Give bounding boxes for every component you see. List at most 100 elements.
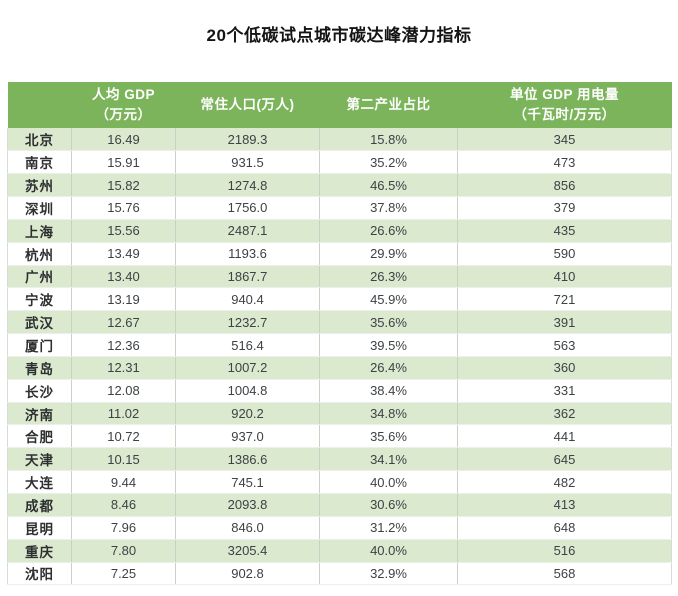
value-cell: 37.8% — [319, 196, 458, 220]
value-cell: 13.40 — [71, 265, 176, 289]
city-cell: 成都 — [7, 493, 72, 517]
value-cell: 2093.8 — [175, 493, 320, 517]
value-cell: 516.4 — [175, 333, 320, 357]
table-row: 上海 15.56 2487.1 26.6% 435 — [7, 219, 672, 243]
city-cell: 杭州 — [7, 242, 72, 266]
value-cell: 12.36 — [71, 333, 176, 357]
column-header-line2: （千瓦时/万元） — [513, 107, 616, 122]
carbon-peak-indicators-table: 人均 GDP （万元） 常住人口(万人) 第二产业占比 单位 GDP 用电量 （千瓦时/万… — [7, 82, 672, 586]
value-cell: 345 — [457, 128, 672, 152]
city-cell: 南京 — [7, 150, 72, 175]
city-cell: 青岛 — [7, 356, 72, 380]
value-cell: 15.76 — [71, 196, 176, 220]
value-cell: 721 — [457, 287, 672, 312]
value-cell: 32.9% — [319, 562, 458, 586]
value-cell: 902.8 — [175, 562, 320, 586]
value-cell: 7.80 — [71, 539, 176, 563]
value-cell: 563 — [457, 333, 672, 357]
value-cell: 26.4% — [319, 356, 458, 380]
value-cell: 39.5% — [319, 333, 458, 357]
city-cell: 昆明 — [7, 516, 72, 540]
value-cell: 331 — [457, 379, 672, 403]
value-cell: 856 — [457, 173, 672, 198]
value-cell: 3205.4 — [175, 539, 320, 563]
city-cell: 苏州 — [7, 173, 72, 198]
value-cell: 745.1 — [175, 470, 320, 494]
value-cell: 9.44 — [71, 470, 176, 494]
value-cell: 2487.1 — [175, 219, 320, 243]
value-cell: 26.3% — [319, 265, 458, 289]
city-cell: 大连 — [7, 470, 72, 494]
city-cell: 厦门 — [7, 333, 72, 357]
value-cell: 590 — [457, 242, 672, 266]
column-header-electricity-per-gdp: 单位 GDP 用电量 （千瓦时/万元） — [457, 82, 672, 128]
value-cell: 12.31 — [71, 356, 176, 380]
value-cell: 34.8% — [319, 402, 458, 426]
value-cell: 29.9% — [319, 242, 458, 266]
table-row: 南京 15.91 931.5 35.2% 473 — [7, 150, 672, 175]
value-cell: 35.2% — [319, 150, 458, 175]
city-cell: 长沙 — [7, 379, 72, 403]
value-cell: 645 — [457, 447, 672, 472]
value-cell: 1004.8 — [175, 379, 320, 403]
table-row: 大连 9.44 745.1 40.0% 482 — [7, 470, 672, 494]
value-cell: 2189.3 — [175, 128, 320, 152]
value-cell: 1193.6 — [175, 242, 320, 266]
table-row: 厦门 12.36 516.4 39.5% 563 — [7, 333, 672, 357]
value-cell: 360 — [457, 356, 672, 380]
value-cell: 413 — [457, 493, 672, 517]
value-cell: 931.5 — [175, 150, 320, 175]
table-row: 天津 10.15 1386.6 34.1% 645 — [7, 447, 672, 472]
table-body: 北京 16.49 2189.3 15.8% 345 南京 15.91 931.5 35.2% 47… — [7, 128, 672, 586]
value-cell: 26.6% — [319, 219, 458, 243]
table-row: 合肥 10.72 937.0 35.6% 441 — [7, 424, 672, 449]
value-cell: 568 — [457, 562, 672, 586]
city-cell: 宁波 — [7, 287, 72, 312]
city-cell: 北京 — [7, 128, 72, 152]
value-cell: 11.02 — [71, 402, 176, 426]
value-cell: 1756.0 — [175, 196, 320, 220]
value-cell: 10.72 — [71, 424, 176, 449]
table-row: 青岛 12.31 1007.2 26.4% 360 — [7, 356, 672, 380]
value-cell: 34.1% — [319, 447, 458, 472]
value-cell: 38.4% — [319, 379, 458, 403]
table-row: 重庆 7.80 3205.4 40.0% 516 — [7, 539, 672, 563]
city-cell: 深圳 — [7, 196, 72, 220]
city-cell: 济南 — [7, 402, 72, 426]
table-header-row: 人均 GDP （万元） 常住人口(万人) 第二产业占比 单位 GDP 用电量 （千瓦时/万… — [7, 82, 672, 128]
city-cell: 天津 — [7, 447, 72, 472]
value-cell: 920.2 — [175, 402, 320, 426]
value-cell: 30.6% — [319, 493, 458, 517]
value-cell: 516 — [457, 539, 672, 563]
value-cell: 13.49 — [71, 242, 176, 266]
column-header-per-capita-gdp: 人均 GDP （万元） — [71, 82, 176, 128]
table-row: 苏州 15.82 1274.8 46.5% 856 — [7, 173, 672, 198]
value-cell: 441 — [457, 424, 672, 449]
table-header: 人均 GDP （万元） 常住人口(万人) 第二产业占比 单位 GDP 用电量 （千瓦时/万… — [7, 82, 672, 128]
column-header-secondary-industry-share: 第二产业占比 — [319, 82, 458, 128]
value-cell: 15.8% — [319, 128, 458, 152]
value-cell: 12.08 — [71, 379, 176, 403]
value-cell: 362 — [457, 402, 672, 426]
table-row: 杭州 13.49 1193.6 29.9% 590 — [7, 242, 672, 266]
value-cell: 1867.7 — [175, 265, 320, 289]
city-cell: 沈阳 — [7, 562, 72, 586]
value-cell: 846.0 — [175, 516, 320, 540]
city-cell: 上海 — [7, 219, 72, 243]
value-cell: 7.25 — [71, 562, 176, 586]
value-cell: 648 — [457, 516, 672, 540]
value-cell: 35.6% — [319, 424, 458, 449]
city-cell: 广州 — [7, 265, 72, 289]
value-cell: 1386.6 — [175, 447, 320, 472]
table-row: 长沙 12.08 1004.8 38.4% 331 — [7, 379, 672, 403]
value-cell: 473 — [457, 150, 672, 175]
value-cell: 7.96 — [71, 516, 176, 540]
page-title: 20个低碳试点城市碳达峰潜力指标 — [206, 26, 472, 45]
table-row: 广州 13.40 1867.7 26.3% 410 — [7, 265, 672, 289]
city-cell: 合肥 — [7, 424, 72, 449]
column-header-city — [7, 82, 72, 128]
value-cell: 435 — [457, 219, 672, 243]
value-cell: 46.5% — [319, 173, 458, 198]
column-header-line1: 单位 GDP 用电量 — [509, 87, 619, 103]
value-cell: 40.0% — [319, 470, 458, 494]
